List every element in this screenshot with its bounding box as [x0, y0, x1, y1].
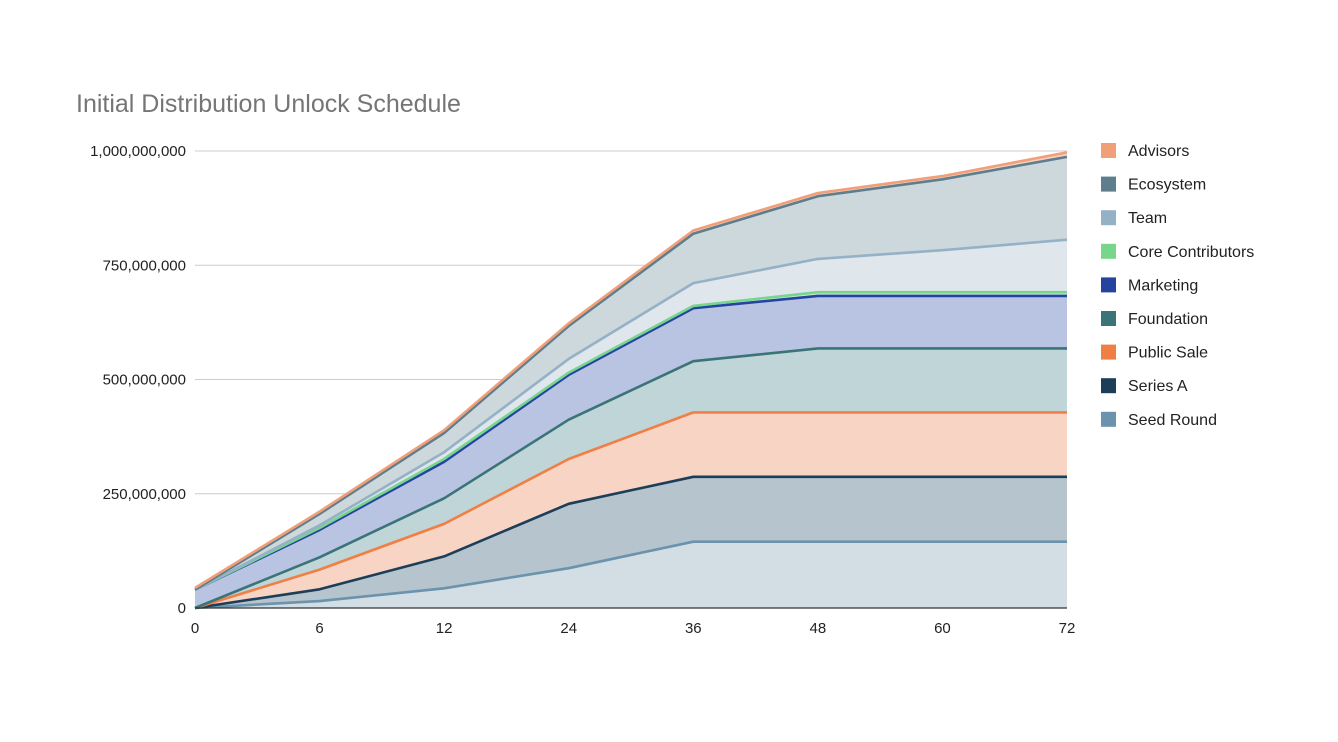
legend-swatch-public-sale — [1101, 344, 1116, 360]
x-tick-label: 60 — [934, 620, 951, 637]
x-tick-label: 48 — [810, 620, 827, 637]
line-marketing — [194, 294, 1067, 591]
area-seed-round — [195, 541, 1067, 608]
legend-swatch-team — [1101, 210, 1116, 226]
chart-title: Initial Distribution Unlock Schedule — [76, 90, 461, 118]
y-tick-label: 0 — [178, 600, 186, 617]
line-public-sale — [194, 411, 1067, 610]
x-tick-label: 0 — [191, 620, 199, 637]
area-foundation — [195, 348, 1067, 608]
legend-label-core-contributors: Core Contributors — [1128, 244, 1254, 261]
x-tick-label: 72 — [1059, 620, 1076, 637]
line-ecosystem — [194, 155, 1068, 591]
legend-swatch-advisors — [1101, 143, 1116, 158]
x-tick-label: 24 — [560, 620, 577, 637]
y-tick-label: 1,000,000,000 — [90, 143, 186, 160]
x-tick-label: 36 — [685, 620, 702, 637]
legend-label-public-sale: Public Sale — [1128, 345, 1208, 362]
legend: Advisors Ecosystem Team Core Contributors Ma… — [1101, 143, 1254, 429]
area-marketing — [195, 295, 1067, 608]
y-tick-label: 750,000,000 — [103, 257, 186, 274]
line-seed-round — [194, 540, 1067, 610]
line-team — [194, 238, 1068, 591]
line-core-contributors — [194, 290, 1067, 591]
x-tick-label: 12 — [436, 620, 453, 637]
stacked-areas — [195, 152, 1067, 608]
legend-swatch-series-a — [1101, 378, 1116, 394]
line-series-a — [194, 475, 1067, 610]
legend-swatch-seed-round — [1101, 411, 1116, 427]
legend-swatch-foundation — [1101, 311, 1116, 326]
line-foundation — [194, 347, 1067, 610]
y-tick-label: 500,000,000 — [103, 372, 186, 389]
legend-swatch-ecosystem — [1101, 176, 1116, 192]
legend-label-advisors: Advisors — [1128, 143, 1189, 160]
area-public-sale — [195, 412, 1067, 608]
legend-label-ecosystem: Ecosystem — [1128, 177, 1206, 194]
legend-label-team: Team — [1128, 210, 1167, 227]
legend-label-seed-round: Seed Round — [1128, 412, 1217, 429]
line-advisors — [194, 151, 1068, 590]
legend-swatch-core-contributors — [1101, 243, 1116, 259]
legend-swatch-marketing — [1101, 277, 1116, 293]
x-tick-label: 6 — [315, 620, 323, 637]
y-tick-label: 250,000,000 — [103, 486, 186, 503]
area-ecosystem — [195, 156, 1067, 590]
area-series-a — [195, 476, 1067, 608]
legend-label-series-a: Series A — [1128, 378, 1188, 395]
legend-label-marketing: Marketing — [1128, 277, 1198, 294]
area-team — [195, 239, 1067, 590]
series-lines — [194, 151, 1068, 610]
legend-label-foundation: Foundation — [1128, 311, 1208, 328]
axes: 0 250,000,000 500,000,000 750,000,000 1,000,… — [90, 143, 1075, 637]
